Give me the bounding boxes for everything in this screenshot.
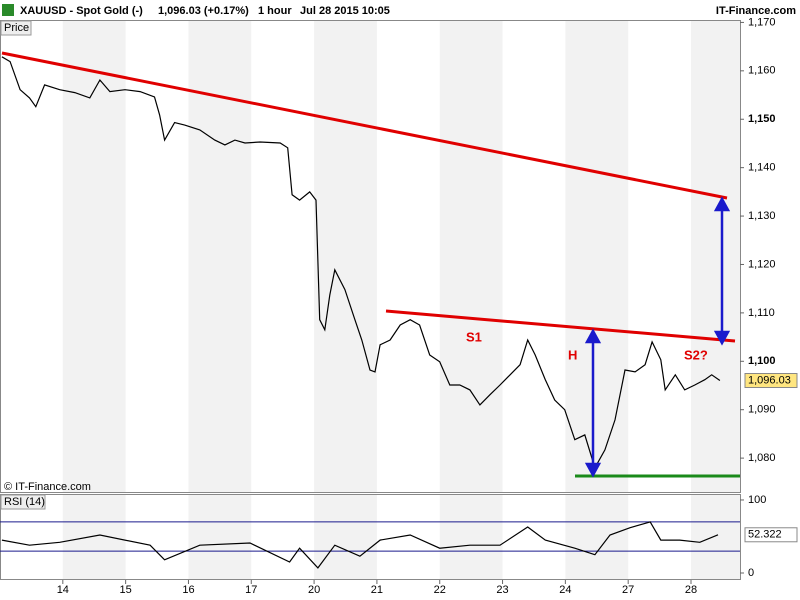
value-tag-label: 1,096.03	[748, 374, 791, 386]
y-tick-label: 1,150	[748, 113, 776, 125]
panel-label-box	[0, 20, 32, 36]
y-tick-label: 1,130	[748, 210, 776, 222]
interval: 1 hour	[258, 5, 292, 17]
day-band	[188, 495, 252, 580]
x-tick-label: 23	[496, 584, 508, 596]
panel-label: RSI (14)	[4, 496, 45, 508]
watermark: © IT-Finance.com	[4, 481, 91, 493]
day-band	[565, 20, 629, 492]
annotation: H	[568, 347, 577, 362]
y-tick-label: 1,090	[748, 404, 776, 416]
y-tick-label: 1,100	[748, 355, 776, 367]
day-bands	[62, 20, 740, 580]
trend-line	[1, 51, 728, 200]
day-band	[314, 495, 377, 580]
x-tick-label: 24	[559, 584, 571, 596]
day-band	[439, 20, 503, 492]
x-tick-label: 21	[371, 584, 383, 596]
brand: IT-Finance.com	[716, 5, 796, 17]
day-band	[565, 495, 629, 580]
x-tick-label: 17	[245, 584, 257, 596]
day-band	[188, 20, 252, 492]
y-tick-label: 0	[748, 567, 754, 579]
x-tick-label: 16	[182, 584, 194, 596]
y-tick-label: 1,160	[748, 65, 776, 77]
arrow	[584, 328, 602, 478]
price-frame	[0, 20, 741, 493]
annotation: S1	[466, 329, 482, 344]
day-band	[62, 495, 126, 580]
axes: 14 15 16 17 20 21 22 23 24 27 28 1,080 1,090 1,100 1,1…	[57, 16, 798, 596]
header-bar	[0, 0, 800, 20]
y-tick-label: 1,140	[748, 162, 776, 174]
value-tag	[744, 373, 798, 389]
day-band	[691, 20, 740, 492]
rsi-frame	[0, 494, 741, 580]
arrow	[713, 196, 731, 346]
x-tick-label: 15	[120, 584, 132, 596]
y-tick-label: 1,120	[748, 258, 776, 270]
day-band	[62, 20, 126, 492]
annotation: S2?	[684, 347, 708, 362]
x-tick-label: 27	[622, 584, 634, 596]
day-band	[439, 495, 503, 580]
y-tick-label: 1,110	[748, 307, 775, 319]
x-tick-label: 22	[434, 584, 446, 596]
panel-label-box	[0, 494, 46, 510]
y-tick-label: 100	[748, 494, 766, 506]
plot-area	[0, 56, 740, 569]
timestamp: Jul 28 2015 10:05	[300, 5, 390, 17]
quote: 1,096.03 (+0.17%)	[158, 5, 249, 17]
series-line	[1, 56, 721, 470]
symbol-icon	[2, 4, 14, 16]
panel-label: Price	[4, 22, 29, 34]
y-tick-label: 1,170	[748, 16, 776, 28]
value-tag	[744, 527, 798, 543]
day-band	[691, 495, 740, 580]
y-tick-label: 1,080	[748, 452, 776, 464]
neckline	[385, 309, 736, 343]
symbol: XAUUSD - Spot Gold (-)	[20, 5, 143, 17]
x-tick-label: 14	[57, 584, 69, 596]
series-line	[1, 521, 719, 569]
day-band	[314, 20, 377, 492]
x-tick-label: 20	[308, 584, 320, 596]
value-tag-label: 52.322	[748, 529, 782, 541]
x-tick-label: 28	[685, 584, 697, 596]
